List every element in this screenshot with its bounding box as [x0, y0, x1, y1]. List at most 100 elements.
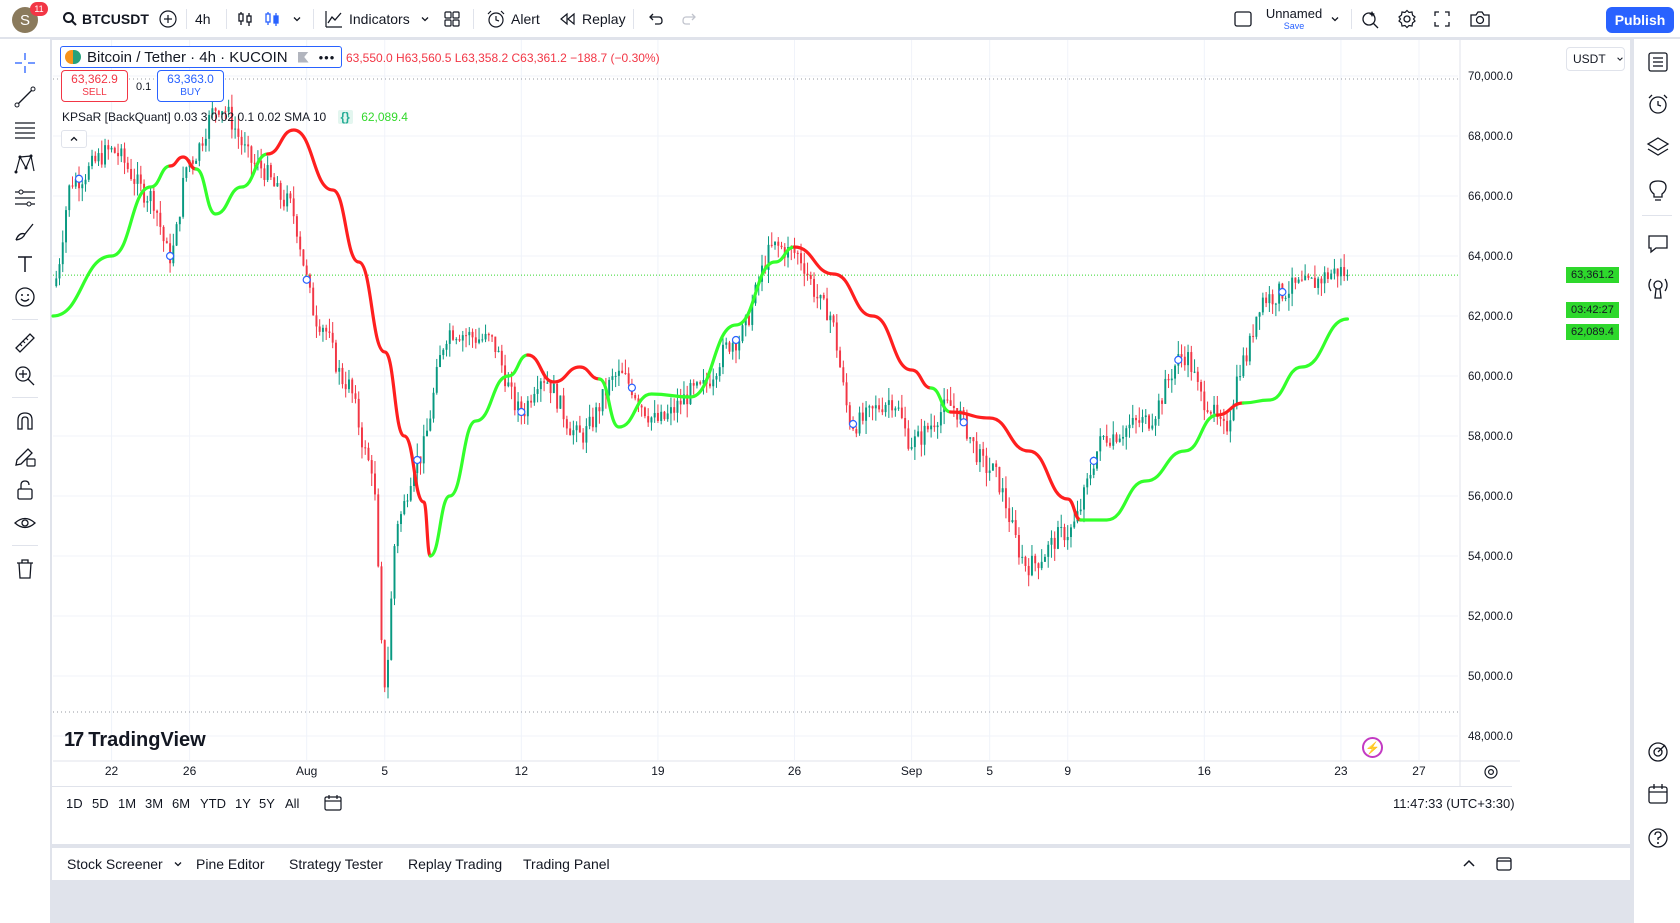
redo-button[interactable] — [681, 0, 699, 38]
currency-label: USDT — [1573, 52, 1606, 66]
pattern-tool[interactable] — [13, 152, 37, 176]
layout-name-button[interactable]: Unnamed Save — [1266, 0, 1322, 38]
range-5y[interactable]: 5Y — [259, 796, 275, 811]
streams-button[interactable] — [1645, 275, 1671, 301]
compare-symbol-button[interactable] — [158, 0, 178, 38]
tab-replay-trading[interactable]: Replay Trading — [408, 848, 502, 879]
buy-price: 63,363.0 — [167, 72, 214, 86]
zoom-in-tool[interactable] — [13, 364, 37, 388]
chevron-down-icon — [421, 17, 429, 22]
sell-button[interactable]: 63,362.9 SELL — [61, 70, 128, 102]
help-button[interactable] — [1645, 825, 1671, 851]
flag-icon[interactable] — [297, 51, 309, 63]
lock-drawings-tool[interactable] — [13, 478, 37, 502]
bar-style-bars-button[interactable] — [237, 0, 253, 38]
fib-retracement-tool[interactable] — [13, 118, 37, 142]
date-range-button[interactable] — [323, 794, 343, 817]
calendar-button[interactable] — [1645, 781, 1671, 807]
clock-timezone[interactable]: 11:47:33 (UTC+3:30) — [1393, 796, 1515, 811]
dom-button[interactable] — [1645, 739, 1671, 765]
snapshot-button[interactable] — [1469, 0, 1491, 38]
layers-icon — [1646, 137, 1670, 156]
measure-tool[interactable] — [13, 331, 37, 355]
ideas-button[interactable] — [1645, 177, 1671, 203]
favorite-indicators-dropdown[interactable] — [420, 0, 430, 38]
forecasting-tool[interactable] — [13, 186, 37, 210]
quick-search-button[interactable] — [1360, 0, 1380, 38]
notification-badge: 11 — [30, 2, 48, 16]
tab-label: Trading Panel — [523, 855, 610, 872]
range-1d[interactable]: 1D — [66, 796, 83, 811]
alert-button[interactable]: Alert — [486, 0, 540, 38]
stay-in-drawing-mode-tool[interactable] — [13, 444, 37, 468]
trend-line-icon — [14, 86, 36, 108]
replay-button[interactable]: Replay — [559, 0, 626, 38]
top-toolbar: S 11 BTCUSDT 4h Indicators Alert Replay — [0, 0, 1680, 38]
tether-logo-icon — [73, 50, 81, 64]
alarm-clock-plus-icon — [487, 10, 505, 28]
range-ytd[interactable]: YTD — [200, 796, 226, 811]
tab-pine-editor[interactable]: Pine Editor — [196, 848, 264, 879]
tradingview-watermark: 17 TradingView — [64, 729, 206, 752]
chevron-down-icon — [1331, 17, 1339, 22]
object-tree-button[interactable] — [1645, 134, 1671, 160]
brush-tool[interactable] — [13, 220, 37, 244]
layout-dropdown[interactable] — [1330, 0, 1340, 38]
crosshair-tool[interactable] — [13, 51, 37, 75]
undo-icon — [649, 13, 663, 25]
indicator-legend[interactable]: KPSaR [BackQuant] 0.03 3 0.02 0.1 0.02 S… — [62, 110, 408, 124]
tab-strategy-tester[interactable]: Strategy Tester — [289, 848, 383, 879]
remove-drawings-tool[interactable] — [13, 557, 37, 581]
interval-button[interactable]: 4h — [195, 0, 211, 38]
source-code-icon[interactable]: {} — [337, 110, 353, 124]
maximize-panel-button[interactable] — [1495, 848, 1513, 879]
chats-button[interactable] — [1645, 231, 1671, 257]
range-all[interactable]: All — [285, 796, 300, 811]
layout-checkbox[interactable] — [1233, 0, 1253, 38]
settings-button[interactable] — [1397, 0, 1417, 38]
smiley-icon — [15, 287, 35, 307]
tab-trading-panel[interactable]: Trading Panel — [523, 848, 610, 879]
crosshair-icon — [15, 53, 35, 73]
indicators-label: Indicators — [349, 11, 410, 27]
lightning-icon[interactable]: ⚡ — [1362, 737, 1383, 758]
pattern-icon — [14, 153, 35, 174]
layout-name: Unnamed — [1265, 6, 1323, 21]
candles-style-button[interactable] — [264, 0, 280, 38]
buy-label: BUY — [180, 87, 201, 98]
emoji-tool[interactable] — [13, 285, 37, 309]
more-options-icon[interactable]: ••• — [318, 49, 336, 65]
range-1m[interactable]: 1M — [118, 796, 137, 811]
magnet-tool[interactable] — [13, 409, 37, 433]
indicators-button[interactable]: Indicators — [324, 0, 410, 38]
range-6m[interactable]: 6M — [172, 796, 191, 811]
hide-drawings-tool[interactable] — [13, 511, 37, 535]
symbol-legend[interactable]: Bitcoin / Tether · 4h · KUCOIN ••• — [60, 46, 343, 68]
watchlist-button[interactable] — [1645, 49, 1671, 75]
alerts-button[interactable] — [1645, 91, 1671, 117]
collapse-legend-button[interactable] — [61, 130, 87, 148]
symbol-search-button[interactable]: BTCUSDT — [62, 0, 149, 38]
tab-stock-screener[interactable]: Stock Screener — [67, 848, 183, 879]
range-1y[interactable]: 1Y — [235, 796, 251, 811]
chart-settings-button[interactable] — [1483, 764, 1499, 785]
trend-line-tool[interactable] — [13, 85, 37, 109]
fullscreen-icon — [1434, 11, 1450, 27]
collapse-panel-button[interactable] — [1461, 848, 1477, 879]
undo-button[interactable] — [646, 0, 664, 38]
toolbar-divider — [313, 9, 314, 29]
range-5d[interactable]: 5D — [92, 796, 109, 811]
text-tool[interactable] — [13, 252, 37, 276]
indicator-value: 62,089.4 — [361, 110, 408, 124]
tab-label: Pine Editor — [196, 855, 265, 872]
layout-grid-button[interactable] — [444, 0, 460, 38]
publish-button[interactable]: Publish — [1606, 7, 1674, 33]
currency-selector[interactable]: USDT — [1566, 47, 1625, 71]
buy-button[interactable]: 63,363.0 BUY — [157, 70, 224, 102]
broadcast-icon — [1648, 278, 1668, 299]
chart-type-dropdown[interactable] — [292, 0, 302, 38]
sell-label: SELL — [82, 87, 107, 98]
watermark-text: TradingView — [88, 729, 206, 751]
range-3m[interactable]: 3M — [145, 796, 164, 811]
fullscreen-button[interactable] — [1433, 0, 1451, 38]
